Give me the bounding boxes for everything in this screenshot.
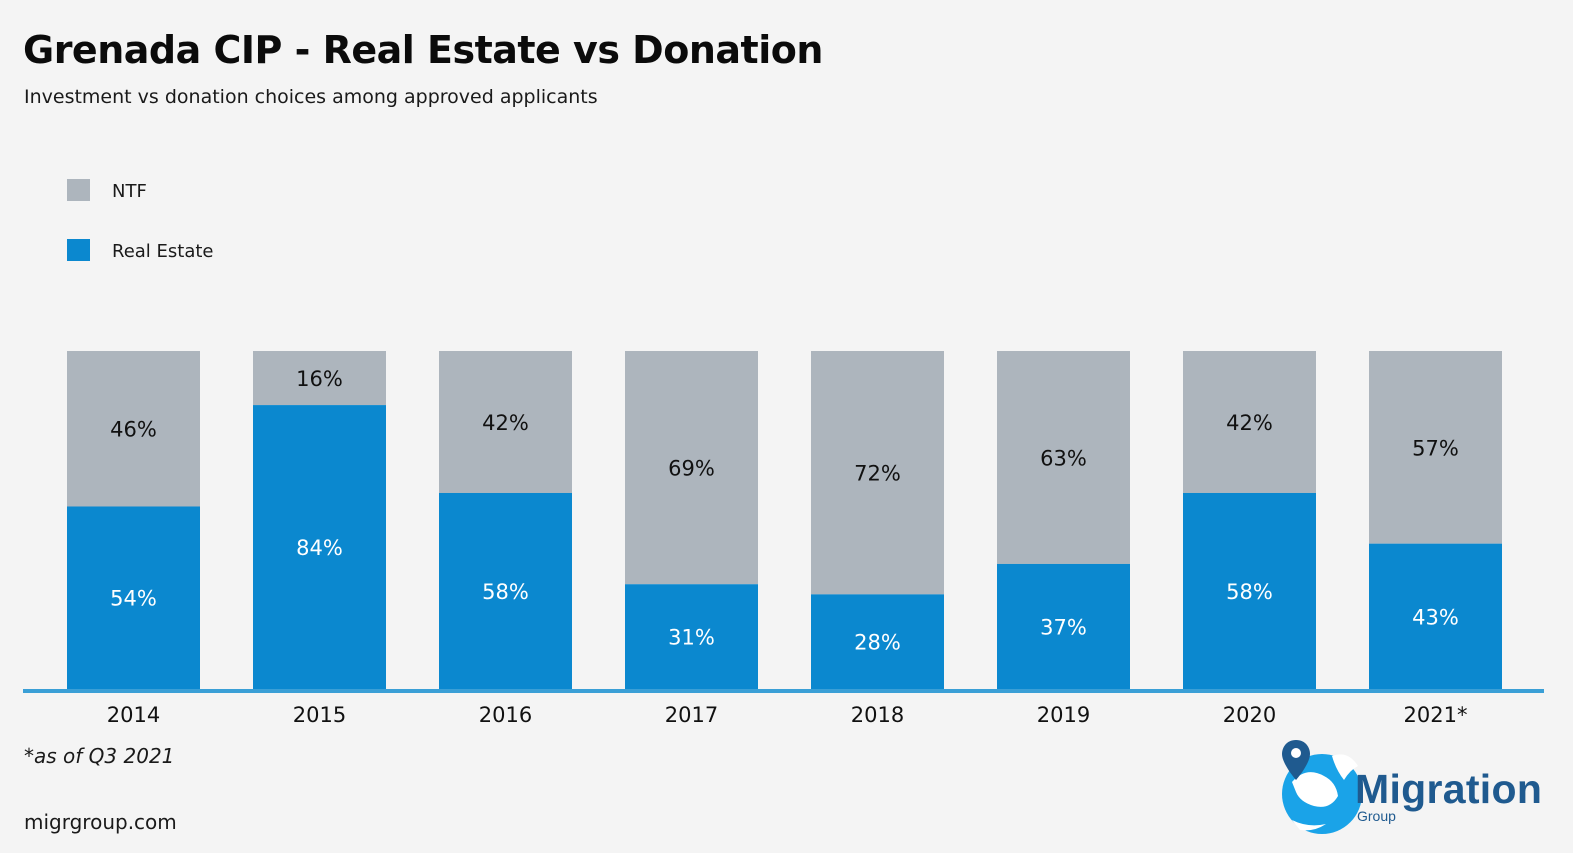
data-label-real-estate: 37% (1040, 615, 1087, 639)
bar-ntf-2019 (997, 351, 1130, 564)
bar-ntf-2016 (439, 351, 572, 493)
legend-label-ntf: NTF (112, 181, 147, 202)
legend-swatch-real-estate (67, 239, 90, 261)
x-tick-label: 2014 (107, 703, 160, 727)
data-label-real-estate: 58% (482, 580, 529, 604)
data-label-real-estate: 54% (110, 587, 157, 611)
bar-real-estate-2014 (67, 506, 200, 689)
data-label-ntf: 16% (296, 367, 343, 391)
x-tick-label: 2017 (665, 703, 718, 727)
data-label-real-estate: 43% (1412, 605, 1459, 629)
bar-ntf-2015 (253, 351, 386, 406)
x-tick-label: 2016 (479, 703, 532, 727)
bar-real-estate-2021 (1369, 543, 1502, 689)
legend-swatch-ntf (67, 179, 90, 201)
data-label-ntf: 63% (1040, 446, 1087, 470)
data-label-ntf: 57% (1412, 436, 1459, 460)
logo-wordmark: Migration (1355, 766, 1543, 812)
bar-real-estate-2017 (625, 584, 758, 689)
logo-subtext: Group (1357, 808, 1396, 824)
bar-ntf-2020 (1183, 351, 1316, 493)
website-url: migrgroup.com (24, 810, 177, 834)
chart-title: Grenada CIP - Real Estate vs Donation (23, 28, 823, 72)
data-label-ntf: 42% (1226, 411, 1273, 435)
legend-label-real-estate: Real Estate (112, 241, 214, 262)
x-tick-label: 2019 (1037, 703, 1090, 727)
data-label-real-estate: 28% (854, 631, 901, 655)
data-label-ntf: 72% (854, 462, 901, 486)
x-tick-label: 2015 (293, 703, 346, 727)
bar-ntf-2021 (1369, 351, 1502, 544)
bar-real-estate-2016 (439, 492, 572, 689)
x-tick-label: 2021* (1404, 703, 1468, 727)
data-label-ntf: 42% (482, 411, 529, 435)
globe-pin-icon (1282, 740, 1362, 834)
bar-ntf-2017 (625, 351, 758, 585)
migration-group-logo: Migration Group (1278, 736, 1558, 836)
bar-ntf-2018 (811, 351, 944, 595)
bar-real-estate-2019 (997, 563, 1130, 689)
data-label-real-estate: 84% (296, 536, 343, 560)
data-label-ntf: 46% (110, 418, 157, 442)
x-tick-label: 2020 (1223, 703, 1276, 727)
footnote: *as of Q3 2021 (24, 744, 175, 768)
x-tick-label: 2018 (851, 703, 904, 727)
chart-subtitle: Investment vs donation choices among app… (24, 86, 598, 108)
bar-real-estate-2015 (253, 405, 386, 689)
data-label-ntf: 69% (668, 457, 715, 481)
data-label-real-estate: 58% (1226, 580, 1273, 604)
x-axis-line (23, 689, 1544, 693)
data-label-real-estate: 31% (668, 626, 715, 650)
bar-real-estate-2020 (1183, 492, 1316, 689)
bar-real-estate-2018 (811, 594, 944, 689)
bar-ntf-2014 (67, 351, 200, 507)
